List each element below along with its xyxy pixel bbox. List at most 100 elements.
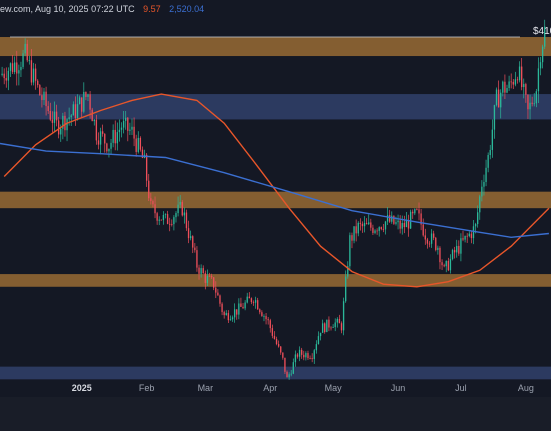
- x-tick-label-7: Aug: [518, 383, 534, 393]
- candle-body-61: [129, 129, 131, 131]
- candle-body-6: [13, 62, 16, 73]
- candle-body-170: [357, 222, 359, 234]
- candle-body-197: [414, 209, 416, 214]
- candle-body-37: [78, 97, 81, 105]
- candle-body-158: [332, 327, 334, 328]
- candle-body-132: [277, 344, 280, 347]
- candle-body-144: [303, 354, 305, 358]
- candle-body-257: [539, 62, 542, 69]
- candle-body-196: [412, 211, 414, 214]
- candle-body-124: [261, 312, 263, 317]
- candle-body-181: [380, 227, 382, 229]
- candle-body-15: [32, 68, 35, 83]
- candle-body-22: [47, 106, 49, 112]
- candle-body-117: [246, 296, 248, 303]
- candle-body-206: [433, 233, 435, 238]
- candle-body-94: [198, 267, 200, 274]
- candle-body-180: [378, 227, 380, 231]
- candle-body-185: [389, 215, 391, 222]
- candle-body-85: [179, 202, 181, 205]
- candle-body-252: [529, 102, 531, 110]
- candle-body-242: [508, 81, 510, 89]
- candle-body-259: [544, 26, 546, 47]
- x-tick-label-6: Jul: [455, 383, 467, 393]
- candle-body-33: [70, 115, 72, 118]
- candle-body-225: [472, 226, 475, 239]
- source-timestamp: ew.com, Aug 10, 2025 07:22 UTC: [0, 4, 135, 14]
- candle-body-161: [338, 318, 341, 324]
- candle-body-76: [160, 219, 162, 221]
- candle-body-29: [62, 115, 64, 129]
- candle-body-155: [326, 319, 328, 333]
- candle-body-157: [330, 327, 332, 329]
- candle-body-107: [225, 313, 227, 316]
- candle-body-93: [196, 250, 198, 268]
- candle-body-99: [208, 275, 211, 277]
- moving-average-line-1: [0, 142, 549, 239]
- zone-orange-0: [0, 37, 551, 57]
- candle-body-42: [89, 94, 91, 110]
- candle-body-100: [210, 276, 213, 278]
- candle-body-79: [166, 214, 169, 224]
- candle-body-40: [85, 91, 87, 97]
- candle-body-184: [386, 215, 389, 222]
- candle-body-72: [152, 201, 154, 205]
- candle-body-190: [399, 220, 401, 229]
- candle-body-66: [139, 137, 142, 150]
- candle-body-142: [298, 349, 301, 357]
- candle-body-73: [154, 204, 156, 214]
- candle-body-177: [372, 227, 374, 233]
- candle-body-51: [108, 148, 110, 152]
- candle-body-195: [409, 211, 412, 229]
- bottom-strip: [0, 397, 551, 431]
- candle-body-106: [223, 311, 225, 316]
- candle-body-150: [315, 344, 318, 351]
- candle-body-102: [215, 287, 217, 293]
- candle-body-24: [51, 119, 54, 123]
- candle-body-208: [437, 247, 439, 250]
- candle-body-173: [363, 223, 366, 227]
- candle-body-90: [189, 236, 192, 239]
- candle-body-130: [273, 335, 276, 340]
- candle-body-179: [376, 230, 378, 232]
- candle-body-26: [55, 111, 58, 121]
- candle-body-50: [106, 143, 108, 152]
- candle-body-228: [479, 196, 481, 213]
- candle-body-183: [384, 221, 387, 230]
- candle-body-49: [104, 133, 106, 144]
- candle-body-14: [30, 60, 33, 83]
- candle-body-129: [271, 328, 274, 336]
- candle-body-234: [491, 129, 494, 150]
- candle-body-10: [22, 53, 24, 67]
- candle-body-166: [349, 235, 351, 267]
- candle-body-27: [57, 120, 60, 135]
- candle-body-151: [317, 336, 320, 345]
- candle-body-243: [510, 81, 512, 83]
- candle-body-112: [236, 309, 238, 315]
- candle-body-167: [351, 235, 353, 241]
- chart-header: ew.com, Aug 10, 2025 07:22 UTC 9.57 2,52…: [0, 2, 210, 16]
- candle-body-248: [520, 66, 523, 88]
- candle-body-152: [319, 332, 322, 337]
- moving-average-line-0: [3, 93, 550, 288]
- candle-body-110: [231, 317, 234, 320]
- candle-body-230: [483, 182, 485, 187]
- candle-body-84: [177, 204, 179, 214]
- candle-body-251: [527, 94, 529, 110]
- candle-body-237: [497, 89, 500, 108]
- candle-body-231: [485, 167, 487, 183]
- candle-body-55: [116, 132, 118, 144]
- candle-body-25: [53, 111, 56, 123]
- candle-body-171: [359, 222, 362, 224]
- candle-body-41: [87, 94, 89, 97]
- candle-body-164: [345, 276, 347, 302]
- candle-body-176: [370, 222, 372, 228]
- candle-body-255: [535, 91, 538, 104]
- candle-body-120: [252, 302, 255, 303]
- candle-body-148: [311, 358, 313, 359]
- price-label: $410: [533, 26, 551, 37]
- x-tick-label-5: Jun: [391, 383, 406, 393]
- candle-body-134: [282, 352, 284, 358]
- candle-body-146: [307, 353, 309, 359]
